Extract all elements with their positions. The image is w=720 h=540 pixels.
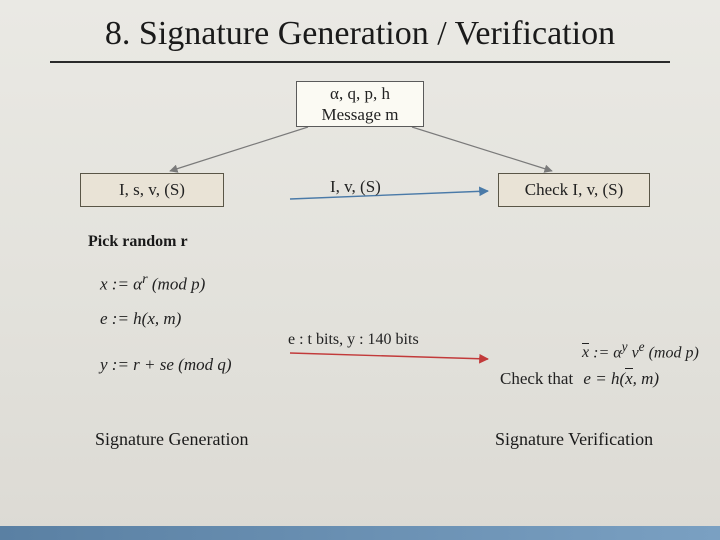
arrow-ebits [290, 353, 488, 359]
params-line2: Message m [322, 104, 399, 125]
slide-title: 8. Signature Generation / Verification [0, 0, 720, 61]
slide: 8. Signature Generation / Verification α… [0, 0, 720, 540]
check-that-label: Check that e = h(x, m) [500, 369, 659, 389]
formula-e: e := h(x, m) [100, 309, 181, 329]
pick-random-label: Pick random r [88, 233, 188, 251]
prover-box-text: I, s, v, (S) [119, 179, 185, 200]
verifier-box: Check I, v, (S) [498, 173, 650, 207]
formula-y: y := r + se (mod q) [100, 355, 232, 375]
formula-x: x := αr (mod p) [100, 271, 205, 295]
signature-generation-label: Signature Generation [95, 429, 248, 450]
ebits-label: e : t bits, y : 140 bits [288, 331, 419, 349]
footer-bar [0, 526, 720, 540]
formula-x-base: x := α [100, 275, 142, 294]
verifier-box-text: Check I, v, (S) [525, 179, 624, 200]
arrow-params-to-left [170, 127, 308, 171]
diagram-canvas: α, q, p, h Message m I, s, v, (S) Check … [0, 63, 720, 493]
arrow-params-to-right [412, 127, 552, 171]
params-box: α, q, p, h Message m [296, 81, 424, 127]
formula-r1-mid: v [628, 344, 639, 361]
arrow-ivs [290, 191, 488, 199]
prover-box: I, s, v, (S) [80, 173, 224, 207]
formula-r1: x := αy ve (mod p) [582, 339, 699, 362]
formula-r2: e = h(x, m) [583, 369, 659, 388]
formula-r1-tail: (mod p) [645, 344, 699, 361]
signature-verification-label: Signature Verification [495, 429, 653, 450]
params-line1: α, q, p, h [330, 83, 390, 104]
xbar: x [582, 344, 589, 362]
xbar2: x [625, 369, 633, 389]
formula-x-tail: (mod p) [148, 275, 206, 294]
check-that-text: Check that [500, 369, 573, 388]
mid-ivs-label: I, v, (S) [330, 177, 381, 197]
